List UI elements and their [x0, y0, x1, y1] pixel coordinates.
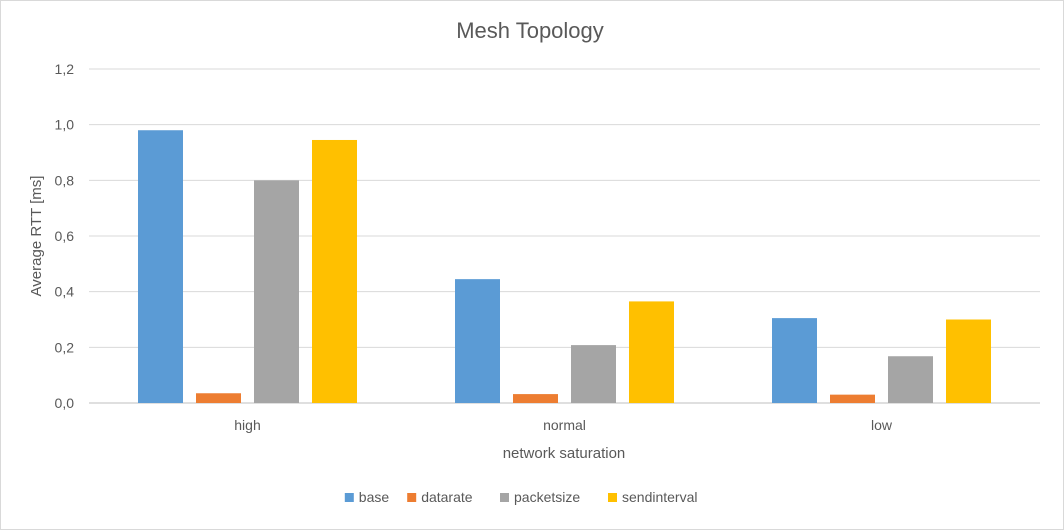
x-axis-label: network saturation	[503, 445, 626, 462]
gridlines	[89, 68, 1040, 404]
bar-datarate-low	[830, 394, 875, 403]
bars	[138, 130, 991, 403]
legend-label-base: base	[359, 489, 390, 505]
bar-datarate-high	[196, 393, 241, 403]
x-tick-label: low	[871, 417, 893, 433]
legend: base datarate packetsize sendinterval	[344, 489, 698, 505]
bar-sendinterval-normal	[629, 301, 674, 403]
bar-packetsize-low	[888, 356, 933, 403]
bar-base-high	[138, 130, 183, 403]
legend-swatch-base	[344, 493, 354, 502]
y-tick-label: 0,2	[55, 339, 75, 355]
legend-label-datarate: datarate	[421, 489, 473, 505]
bar-base-low	[772, 318, 817, 403]
bar-base-normal	[455, 279, 500, 403]
legend-swatch-datarate	[407, 493, 417, 502]
y-tick-label: 0,0	[55, 395, 75, 411]
legend-label-packetsize: packetsize	[514, 489, 580, 505]
y-tick-label: 0,4	[55, 284, 75, 300]
legend-swatch-packetsize	[500, 493, 509, 502]
y-tick-label: 1,2	[55, 61, 75, 77]
bar-datarate-normal	[513, 394, 558, 403]
y-tick-labels: 0,0 0,2 0,4 0,6 0,8 1,0 1,2	[55, 61, 75, 411]
y-tick-label: 0,6	[55, 228, 75, 244]
legend-swatch-sendinterval	[608, 493, 617, 502]
bar-sendinterval-low	[946, 319, 991, 403]
x-tick-label: high	[234, 417, 260, 433]
legend-label-sendinterval: sendinterval	[622, 489, 698, 505]
bar-packetsize-normal	[571, 345, 616, 403]
x-tick-labels: high normal low	[234, 417, 893, 433]
y-tick-label: 1,0	[55, 117, 75, 133]
y-axis-label: Average RTT [ms]	[28, 176, 45, 297]
bar-packetsize-high	[254, 180, 299, 403]
chart-title: Mesh Topology	[456, 18, 604, 43]
y-tick-label: 0,8	[55, 172, 75, 188]
bar-sendinterval-high	[312, 139, 357, 403]
x-tick-label: normal	[543, 417, 586, 433]
